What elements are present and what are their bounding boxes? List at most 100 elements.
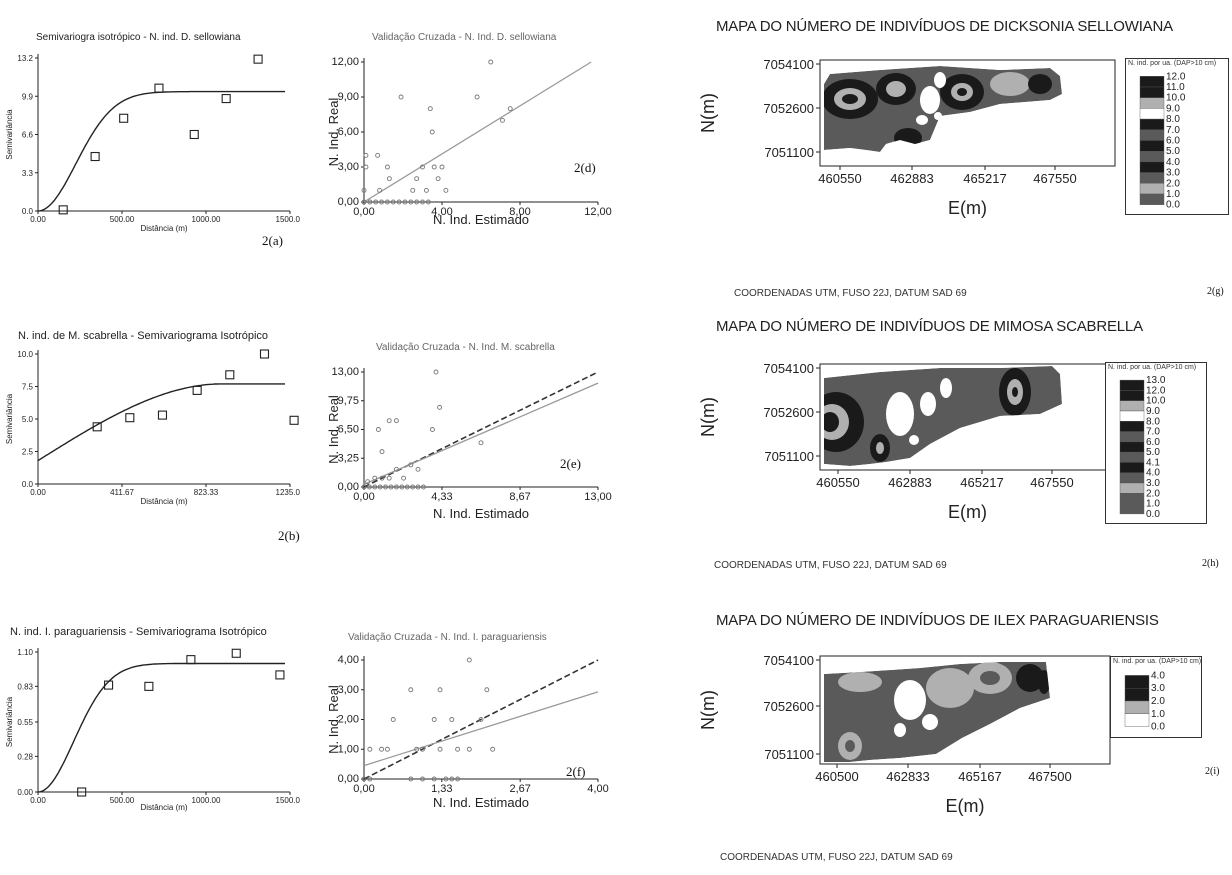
y-tick-label: 6,50	[338, 424, 359, 436]
data-point	[386, 475, 392, 481]
data-point	[443, 187, 449, 193]
legend-value: 4.1	[1146, 457, 1160, 468]
legend-svg: 4.0 3.0 2.0 1.0 0.0	[1124, 670, 1165, 733]
data-point	[393, 418, 399, 424]
legend-value: 2.0	[1151, 696, 1165, 707]
legend-swatch	[1119, 503, 1145, 515]
data-point	[119, 113, 129, 123]
legend-value: 12.0	[1166, 71, 1186, 82]
y-tick-label: 1.10	[17, 648, 33, 657]
data-point	[399, 484, 405, 490]
no-data-area	[922, 714, 938, 730]
data-point	[77, 787, 87, 797]
legend-swatch	[1119, 482, 1145, 494]
x-tick-label: 0,00	[353, 206, 374, 218]
panel-label: 2(f)	[566, 764, 586, 779]
data-point	[437, 746, 443, 752]
data-point	[186, 655, 196, 665]
map-legend: N. ind. por ua. (DAP>10 cm) 4.0 3.0 2.0 1.0…	[1110, 656, 1202, 738]
legend-swatch	[1139, 183, 1165, 195]
x-axis-label: N. Ind. Estimado	[433, 506, 529, 521]
y-tick-label: 4,00	[338, 654, 359, 666]
data-point	[221, 94, 231, 104]
no-data-area	[894, 723, 906, 737]
legend-value: 0.0	[1146, 509, 1160, 520]
map-panel-g: MAPA DO NÚMERO DE INDIVÍDUOS DE DICKSONI…	[700, 10, 1232, 310]
data-point	[379, 449, 385, 455]
x-tick-label: 467550	[1030, 475, 1073, 490]
x-axis-label: N. Ind. Estimado	[433, 795, 529, 810]
legend-swatch	[1119, 451, 1145, 463]
legend-swatch	[1139, 172, 1165, 184]
data-point	[384, 164, 390, 170]
semivariogram-panel-c: N. ind. I. paraguariensis - Semivariogra…	[0, 622, 330, 822]
data-point	[414, 176, 420, 182]
data-point	[90, 151, 100, 162]
x-tick-label: 462883	[888, 475, 931, 490]
data-point	[361, 484, 367, 490]
data-point	[478, 440, 484, 446]
y-tick-label: 0.28	[17, 752, 33, 761]
data-point	[125, 413, 135, 423]
regression-line	[363, 382, 599, 485]
x-tick-label: 465217	[960, 475, 1003, 490]
semivariogram-panel-b: N. ind. de M. scabrella - Semivariograma…	[0, 328, 300, 558]
data-point	[259, 349, 270, 359]
legend-svg: 12.011.010.09.08.07.06.05.04.03.02.01.00…	[1139, 71, 1186, 211]
chart-svg: 0.00 411.67 823.33 1235.00 0.0 2.5 5.0 7.5 10.0 D…	[5, 349, 300, 506]
legend-swatch	[1139, 140, 1165, 152]
data-point	[414, 199, 420, 205]
data-point	[361, 776, 367, 782]
legend-value: 9.0	[1146, 406, 1160, 417]
no-data-area	[894, 680, 926, 720]
data-point	[455, 746, 461, 752]
x-tick-label: 8,00	[509, 206, 530, 218]
no-data-area	[886, 392, 914, 436]
semivariogram-panel-a: Semivariogra isotrópico - N. ind. D. sel…	[0, 28, 300, 258]
y-tick-label: 0.83	[17, 682, 33, 691]
legend-value: 7.0	[1166, 125, 1180, 136]
legend-value: 5.0	[1166, 146, 1180, 157]
data-point	[420, 199, 425, 205]
legend-swatch	[1139, 86, 1165, 98]
y-tick-label: 3,25	[338, 452, 359, 464]
map-legend: N. ind. por ua. (DAP>10 cm) 12.0 11.0 10.0…	[1125, 58, 1229, 215]
data-point	[484, 687, 490, 693]
x-axis-label: Distância (m)	[140, 803, 187, 812]
legend-swatch	[1124, 713, 1150, 727]
y-tick-label: 7052600	[763, 699, 814, 714]
y-axis-label: N. Ind. Real	[326, 685, 341, 754]
legend-value: 2.0	[1166, 178, 1180, 189]
data-point	[363, 152, 369, 158]
data-point	[408, 199, 414, 205]
legend-swatch	[1139, 129, 1165, 141]
legend-swatch	[1119, 441, 1145, 453]
map-footer: COORDENADAS UTM, FUSO 22J, DATUM SAD 69	[720, 852, 953, 863]
y-tick-label: 3,00	[338, 684, 359, 696]
x-tick-label: 4,00	[587, 783, 608, 795]
data-point	[384, 746, 390, 752]
y-axis-label: Semivariância	[5, 109, 14, 160]
x-tick-label: 460550	[816, 475, 859, 490]
x-tick-label: 0.00	[30, 215, 46, 224]
x-tick-label: 465167	[958, 769, 1001, 784]
legend-swatch	[1119, 493, 1145, 504]
x-tick-label: 0,00	[353, 783, 374, 795]
legend-value: 4.0	[1146, 468, 1160, 479]
legend-svg: 13.012.010.09.08.07.06.05.04.14.03.02.01…	[1119, 375, 1166, 520]
chart-title: Validação Cruzada - N. Ind. M. scabrella	[376, 342, 555, 353]
data-point	[372, 484, 378, 490]
legend-swatch	[1119, 410, 1145, 422]
x-tick-label: 8,67	[509, 491, 530, 503]
y-tick-label: 7051100	[764, 747, 814, 762]
x-tick-label: 1,33	[431, 783, 452, 795]
data-point	[373, 199, 379, 205]
chart-svg: 0,00 4,00 8,00 12,00 0,00 3,00 6,00 9,00 12,00 N.…	[326, 56, 612, 227]
data-point	[420, 746, 425, 752]
map-footer: COORDENADAS UTM, FUSO 22J, DATUM SAD 69	[734, 288, 967, 299]
legend-swatch	[1139, 150, 1165, 163]
reference-line	[363, 659, 599, 780]
data-point	[225, 370, 235, 380]
data-point	[478, 717, 484, 722]
x-tick-label: 465217	[963, 171, 1006, 186]
